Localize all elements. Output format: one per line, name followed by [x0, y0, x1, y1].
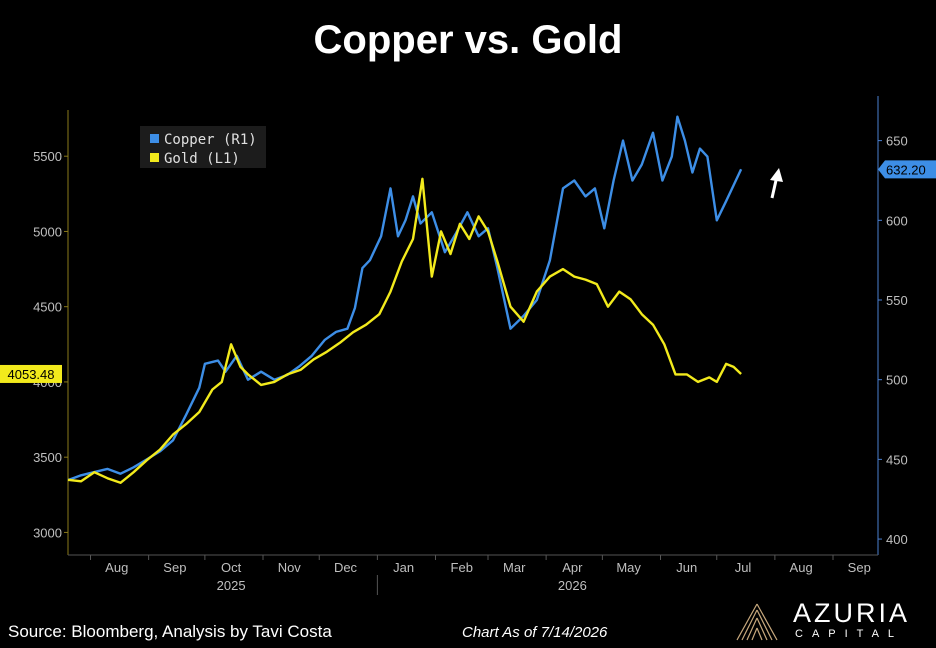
- x-tick-label: Oct: [221, 560, 242, 575]
- legend-box: [140, 126, 266, 168]
- right-tick-label: 650: [886, 134, 908, 149]
- azuria-logo: AZURIA CAPITAL: [733, 598, 933, 644]
- legend-label-gold: Gold (L1): [164, 151, 240, 167]
- gold-last-value: 4053.48: [8, 367, 55, 382]
- right-tick-label: 450: [886, 452, 908, 467]
- logo-sub: CAPITAL: [795, 628, 904, 640]
- legend-swatch-gold: [150, 153, 159, 162]
- copper-last-value-box: [878, 160, 936, 179]
- x-tick-label: Apr: [562, 560, 583, 575]
- x-tick-label: Feb: [451, 560, 473, 575]
- copper-last-value: 632.20: [886, 162, 926, 177]
- x-tick-label: Sep: [163, 560, 186, 575]
- left-tick-label: 3000: [33, 525, 62, 540]
- x-tick-label: Mar: [503, 560, 526, 575]
- x-tick-label: Jun: [676, 560, 697, 575]
- gold-last-value-box: [0, 364, 62, 383]
- as-of-note: Chart As of 7/14/2026: [462, 624, 608, 641]
- legend-swatch-copper: [150, 134, 159, 143]
- logo-mountain-icon: [736, 603, 778, 641]
- x-tick-label: Aug: [790, 560, 813, 575]
- up-arrow-head-icon: [770, 168, 783, 182]
- gold-line: [67, 177, 742, 484]
- left-tick-label: 4500: [33, 300, 62, 315]
- x-tick-label: Sep: [848, 560, 871, 575]
- left-tick-label: 5500: [33, 149, 62, 164]
- left-tick-label: 5000: [33, 224, 62, 239]
- year-label: 2026: [558, 578, 587, 593]
- logo-name: AZURIA: [793, 598, 911, 628]
- x-tick-label: Aug: [105, 560, 128, 575]
- x-tick-label: May: [616, 560, 641, 575]
- copper-line: [67, 115, 743, 482]
- x-tick-label: Nov: [278, 560, 302, 575]
- right-tick-label: 500: [886, 373, 908, 388]
- x-tick-label: Jul: [735, 560, 752, 575]
- right-tick-label: 600: [886, 213, 908, 228]
- right-tick-label: 550: [886, 293, 908, 308]
- x-tick-label: Dec: [334, 560, 358, 575]
- x-tick-label: Jan: [393, 560, 414, 575]
- legend-label-copper: Copper (R1): [164, 132, 257, 148]
- left-tick-label: 3500: [33, 450, 62, 465]
- year-label: 2025: [217, 578, 246, 593]
- chart-title: Copper vs. Gold: [313, 18, 623, 62]
- source-note: Source: Bloomberg, Analysis by Tavi Cost…: [8, 622, 332, 641]
- right-tick-label: 400: [886, 532, 908, 547]
